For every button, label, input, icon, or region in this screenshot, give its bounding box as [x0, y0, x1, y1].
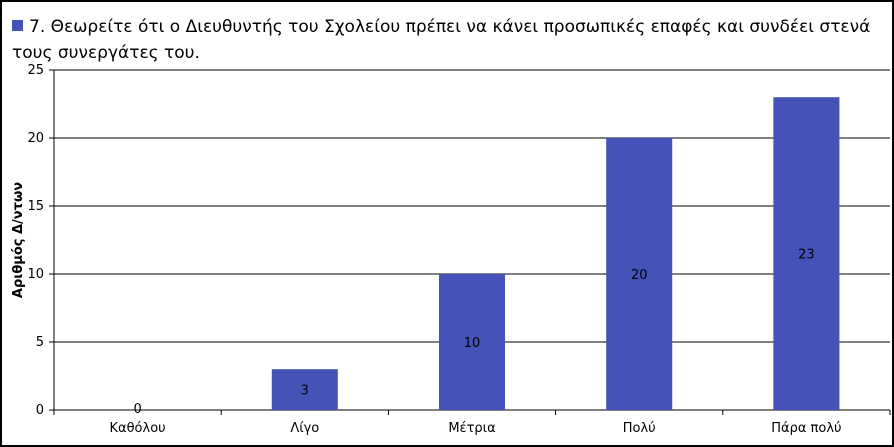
bars	[271, 97, 840, 410]
y-tick-label: 15	[27, 199, 44, 214]
y-tick-label: 25	[27, 63, 44, 78]
bar	[271, 369, 338, 410]
x-tick-label: Λίγο	[290, 421, 319, 436]
y-tick-label: 10	[27, 267, 44, 282]
data-label: 3	[301, 384, 309, 399]
y-tick-label: 20	[27, 131, 44, 146]
legend-entry: 7. Θεωρείτε ότι ο Διευθυντής του Σχολείο…	[12, 17, 871, 63]
x-tick-label: Πάρα πολύ	[771, 421, 841, 436]
bar	[438, 274, 506, 410]
x-tick-label: Μέτρια	[448, 421, 495, 436]
data-label: 0	[133, 402, 141, 417]
chart-labels: 0 5 10 15 20 25 Καθόλου 0 Λίγο 3 Μέτρια 10 Πολύ 20 Πάρ…	[27, 63, 841, 436]
data-label: 20	[631, 268, 648, 283]
y-tick-label: 5	[36, 335, 44, 350]
bar	[606, 138, 673, 410]
chart-legend: 7. Θεωρείτε ότι ο Διευθυντής του Σχολείο…	[12, 14, 882, 66]
x-tick-label: Πολύ	[623, 421, 656, 436]
x-tick-label: Καθόλου	[110, 421, 166, 436]
data-label: 10	[464, 336, 481, 351]
data-label: 23	[798, 248, 815, 263]
legend-swatch	[12, 20, 23, 31]
bar	[773, 97, 840, 410]
y-axis-label: Αριθμός Δ/ντων	[11, 182, 26, 298]
y-tick-label: 0	[36, 403, 44, 418]
